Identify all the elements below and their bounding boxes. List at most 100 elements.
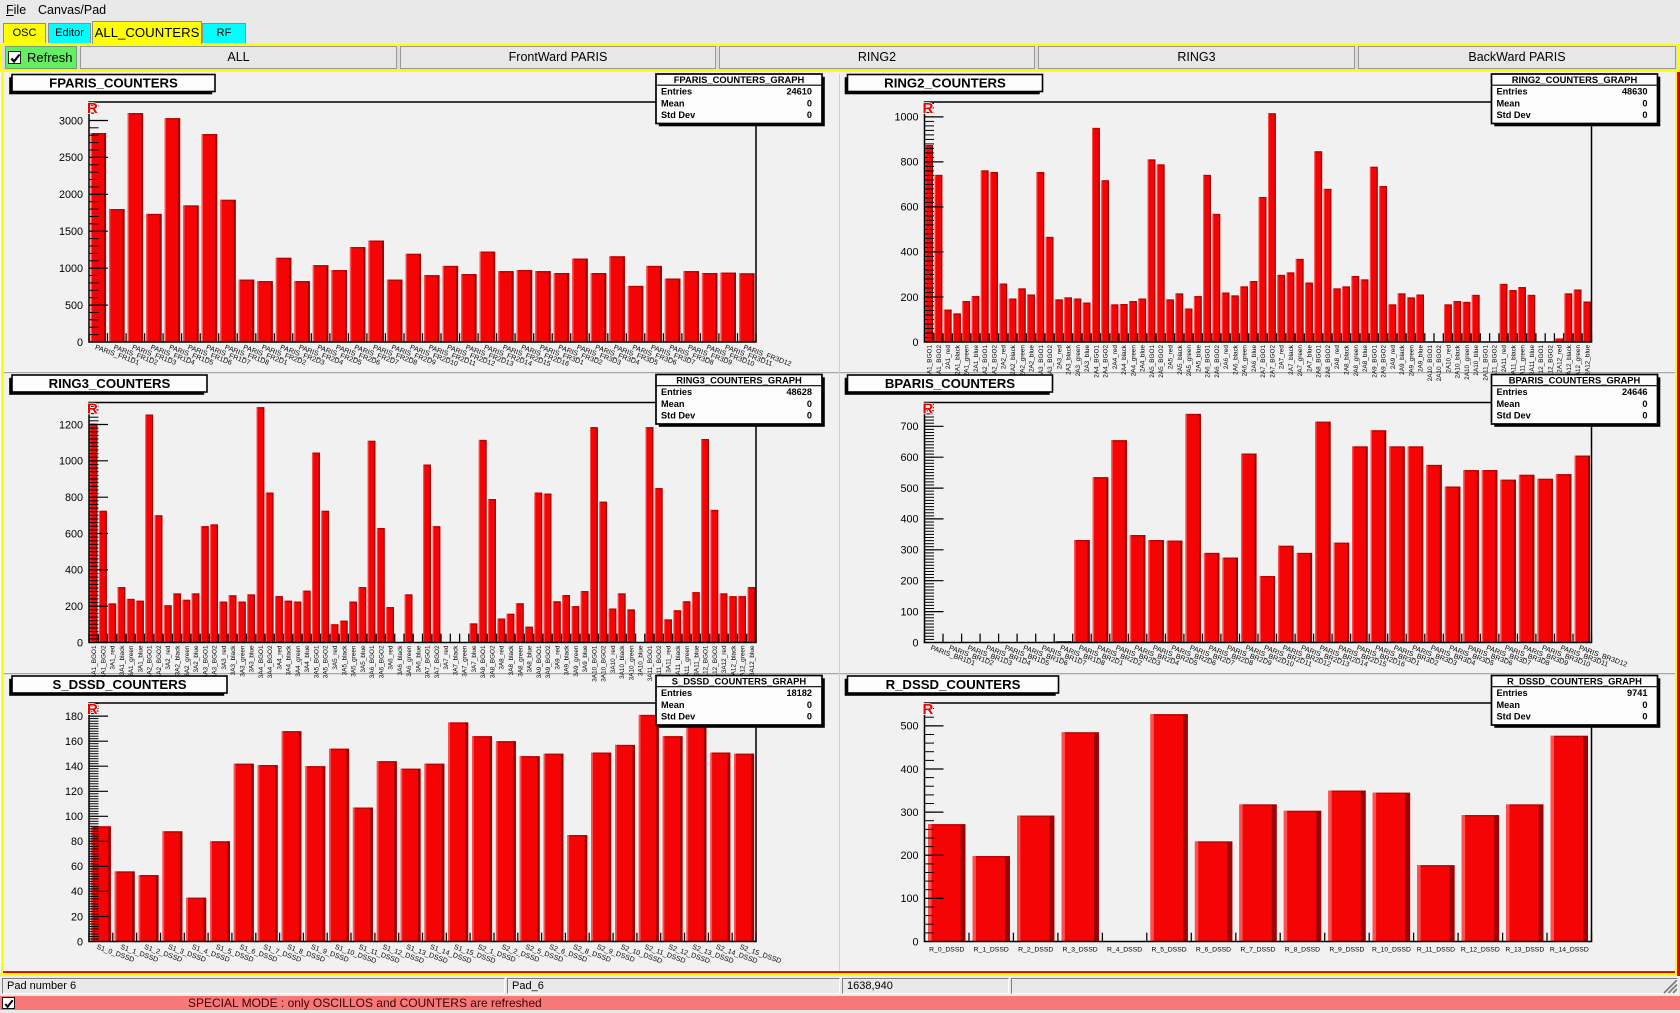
svg-text:2A8_green: 2A8_green [1353, 344, 1360, 376]
svg-text:R_DSSD_COUNTERS: R_DSSD_COUNTERS [886, 677, 1021, 692]
svg-text:3A4_BGO1: 3A4_BGO1 [258, 645, 265, 678]
svg-text:2A4_black: 2A4_black [1121, 344, 1128, 375]
svg-text:3A3_green: 3A3_green [239, 645, 246, 677]
svg-text:RING3_COUNTERS_GRAPH: RING3_COUNTERS_GRAPH [676, 374, 802, 385]
svg-text:100: 100 [900, 606, 918, 618]
svg-text:2A12_BGO2: 2A12_BGO2 [1547, 344, 1554, 381]
svg-text:3A1_black: 3A1_black [119, 644, 126, 675]
svg-text:0: 0 [807, 98, 812, 108]
svg-text:2A6_black: 2A6_black [1232, 344, 1239, 375]
svg-text:140: 140 [65, 761, 83, 773]
svg-text:R_14_DSSD: R_14_DSSD [1550, 946, 1589, 953]
svg-text:700: 700 [900, 421, 918, 433]
svg-text:2A5_BGO2: 2A5_BGO2 [1158, 344, 1165, 377]
svg-text:3A3_BGO2: 3A3_BGO2 [212, 645, 219, 678]
svg-text:2A4_BGO2: 2A4_BGO2 [1103, 344, 1110, 377]
svg-text:Std Dev: Std Dev [661, 410, 696, 420]
svg-text:160: 160 [65, 736, 83, 748]
svg-text:400: 400 [900, 246, 918, 258]
svg-text:40: 40 [71, 886, 83, 898]
svg-text:3A3_black: 3A3_black [230, 644, 237, 675]
svg-text:RING2_COUNTERS: RING2_COUNTERS [884, 75, 1006, 90]
svg-text:2A4_red: 2A4_red [1112, 344, 1119, 369]
svg-text:R_DSSD_COUNTERS_GRAPH: R_DSSD_COUNTERS_GRAPH [1507, 675, 1642, 686]
svg-text:3A3_red: 3A3_red [221, 645, 228, 670]
svg-text:Std Dev: Std Dev [661, 110, 696, 120]
svg-text:600: 600 [65, 528, 83, 540]
svg-text:800: 800 [900, 156, 918, 168]
svg-text:2A12_black: 2A12_black [1566, 344, 1573, 378]
svg-text:2A3_green: 2A3_green [1075, 344, 1082, 376]
svg-text:3A4_black: 3A4_black [286, 644, 293, 675]
svg-text:3A2_blue: 3A2_blue [193, 645, 200, 672]
svg-text:2A11_BGO2: 2A11_BGO2 [1492, 344, 1499, 380]
svg-text:1000: 1000 [59, 263, 83, 275]
svg-text:0: 0 [77, 336, 83, 348]
svg-text:2A10_BGO2: 2A10_BGO2 [1436, 344, 1443, 381]
svg-text:3A10_BGO2: 3A10_BGO2 [601, 645, 608, 682]
svg-text:24646: 24646 [1622, 387, 1648, 397]
svg-text:3A6_BGO1: 3A6_BGO1 [369, 645, 376, 678]
svg-text:3A7_blue: 3A7_blue [471, 645, 478, 672]
svg-text:2A11_black: 2A11_black [1510, 344, 1517, 378]
svg-text:Mean: Mean [1497, 398, 1521, 408]
svg-text:FPARIS_COUNTERS: FPARIS_COUNTERS [49, 75, 178, 90]
svg-text:R: R [87, 700, 98, 717]
svg-text:2A7_red: 2A7_red [1279, 344, 1286, 369]
svg-text:Mean: Mean [1497, 699, 1521, 709]
svg-text:120: 120 [65, 786, 83, 798]
svg-text:0: 0 [807, 711, 812, 721]
svg-text:R_11_DSSD: R_11_DSSD [1417, 946, 1455, 953]
svg-text:Entries: Entries [1497, 387, 1528, 397]
svg-text:3A5_red: 3A5_red [332, 645, 339, 670]
svg-text:Mean: Mean [661, 98, 685, 108]
svg-text:200: 200 [65, 601, 83, 613]
svg-text:3A6_black: 3A6_black [397, 644, 404, 675]
svg-text:24610: 24610 [786, 86, 812, 96]
svg-text:2A1_BGO1: 2A1_BGO1 [927, 344, 934, 377]
svg-text:3A1_BGO2: 3A1_BGO2 [100, 645, 107, 678]
svg-text:Entries: Entries [661, 387, 692, 397]
svg-text:Std Dev: Std Dev [1497, 110, 1532, 120]
svg-text:S_DSSD_COUNTERS_GRAPH: S_DSSD_COUNTERS_GRAPH [672, 675, 807, 686]
svg-text:R_9_DSSD: R_9_DSSD [1329, 946, 1364, 953]
svg-text:R_12_DSSD: R_12_DSSD [1461, 946, 1500, 953]
svg-text:2A4_BGO1: 2A4_BGO1 [1093, 344, 1100, 377]
svg-text:2A9_blue: 2A9_blue [1418, 344, 1425, 371]
svg-text:3A1_blue: 3A1_blue [138, 645, 145, 672]
svg-text:2A10_green: 2A10_green [1464, 344, 1471, 379]
svg-text:3A10_black: 3A10_black [619, 644, 626, 678]
svg-text:0: 0 [77, 936, 83, 948]
svg-text:2A3_BGO2: 2A3_BGO2 [1047, 344, 1054, 377]
svg-text:1200: 1200 [59, 419, 83, 431]
svg-text:2A10_red: 2A10_red [1445, 344, 1452, 372]
svg-text:2A10_black: 2A10_black [1455, 344, 1462, 378]
svg-text:60: 60 [71, 861, 83, 873]
svg-text:0: 0 [77, 637, 83, 649]
svg-text:3A9_black: 3A9_black [564, 644, 571, 675]
svg-text:0: 0 [1642, 98, 1647, 108]
svg-text:2A3_black: 2A3_black [1066, 344, 1073, 375]
svg-text:Entries: Entries [1497, 688, 1528, 698]
svg-text:2A4_green: 2A4_green [1130, 344, 1137, 376]
svg-text:3A9_red: 3A9_red [554, 645, 561, 670]
svg-text:2A9_red: 2A9_red [1390, 344, 1397, 369]
svg-text:3A12_BGO1: 3A12_BGO1 [703, 645, 710, 682]
svg-text:2A11_blue: 2A11_blue [1529, 344, 1536, 375]
svg-text:R_10_DSSD: R_10_DSSD [1372, 946, 1411, 953]
svg-text:R_1_DSSD: R_1_DSSD [974, 946, 1009, 953]
svg-text:2A5_red: 2A5_red [1168, 344, 1175, 369]
svg-text:Entries: Entries [1497, 86, 1528, 96]
svg-text:2A1_green: 2A1_green [964, 344, 971, 376]
svg-text:3A10_blue: 3A10_blue [638, 645, 645, 676]
svg-text:1500: 1500 [59, 226, 83, 238]
svg-text:2A3_red: 2A3_red [1056, 344, 1063, 369]
svg-text:3A7_BGO1: 3A7_BGO1 [425, 645, 432, 678]
svg-text:R_0_DSSD: R_0_DSSD [929, 946, 964, 953]
svg-text:R_2_DSSD: R_2_DSSD [1018, 946, 1053, 953]
svg-text:600: 600 [900, 201, 918, 213]
svg-text:2A5_black: 2A5_black [1177, 344, 1184, 375]
svg-text:R_5_DSSD: R_5_DSSD [1152, 946, 1187, 953]
svg-text:Mean: Mean [661, 699, 685, 709]
svg-text:2A2_blue: 2A2_blue [1029, 344, 1036, 371]
